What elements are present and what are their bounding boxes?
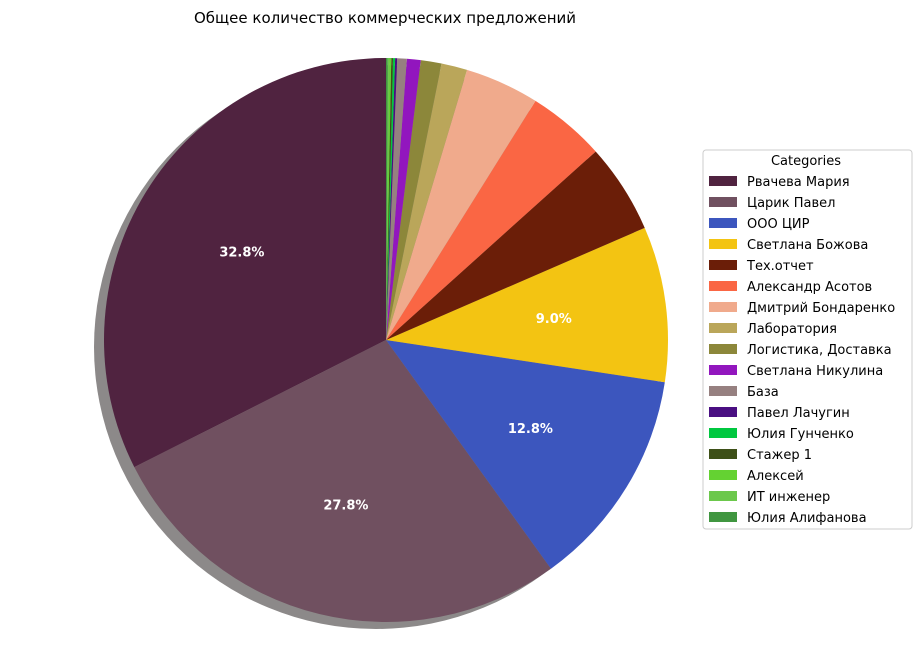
legend-label: Юлия Гунченко bbox=[747, 427, 854, 442]
legend-swatch bbox=[709, 218, 737, 228]
legend-swatch bbox=[709, 197, 737, 207]
slice-percent-label: 32.8% bbox=[219, 245, 264, 260]
pie-slice-14 bbox=[386, 58, 394, 341]
legend-swatch bbox=[709, 386, 737, 396]
slice-percent-label: 27.8% bbox=[323, 498, 368, 513]
legend-swatch bbox=[709, 407, 737, 417]
pie-slice-5 bbox=[386, 151, 645, 340]
pie-slice-9 bbox=[386, 60, 442, 341]
legend-swatch bbox=[709, 281, 737, 291]
legend-label: Логистика, Доставка bbox=[747, 343, 892, 358]
legend-swatch bbox=[709, 260, 737, 270]
legend-items: Рвачева Мария Царик Павел ООО ЦИР Светлана … bbox=[709, 175, 895, 526]
pie-labels: 32.8% 27.8% 12.8% 9.0% bbox=[219, 245, 571, 513]
pie-slice-10 bbox=[386, 58, 421, 341]
legend-swatch bbox=[709, 344, 737, 354]
pie-slice-15 bbox=[386, 58, 392, 341]
legend-label: База bbox=[747, 385, 779, 400]
legend-label: Александр Асотов bbox=[747, 280, 872, 295]
legend-swatch bbox=[709, 365, 737, 375]
legend-swatch bbox=[709, 323, 737, 333]
legend-swatch bbox=[709, 176, 737, 186]
legend-swatch bbox=[709, 512, 737, 522]
legend-label: Светлана Божова bbox=[747, 238, 868, 253]
legend-label: ИТ инженер bbox=[747, 490, 830, 505]
legend-frame bbox=[702, 149, 913, 530]
legend-swatch bbox=[709, 428, 737, 438]
pie-slice-6 bbox=[386, 100, 596, 340]
chart-title: Общее количество коммерческих предложени… bbox=[194, 9, 576, 27]
legend-label: Дмитрий Бондаренко bbox=[747, 301, 895, 316]
pie-slice-8 bbox=[386, 63, 468, 341]
legend-title: Categories bbox=[771, 154, 841, 169]
pie-slice-2 bbox=[134, 340, 551, 623]
legend-label: Юлия Алифанова bbox=[747, 511, 867, 526]
slice-percent-label: 9.0% bbox=[536, 312, 572, 327]
slice-percent-label: 12.8% bbox=[508, 422, 553, 437]
legend-label: ООО ЦИР bbox=[747, 217, 810, 232]
legend-label: Стажер 1 bbox=[747, 448, 812, 463]
legend-swatch bbox=[709, 491, 737, 501]
legend-label: Лаборатория bbox=[747, 322, 837, 337]
pie-slice-12 bbox=[386, 58, 398, 341]
legend-label: Павел Лачугин bbox=[747, 406, 850, 421]
legend-swatch bbox=[709, 449, 737, 459]
pie-slice-4 bbox=[386, 227, 668, 383]
pie-slice-3 bbox=[386, 340, 665, 569]
legend-swatch bbox=[709, 239, 737, 249]
legend-label: Алексей bbox=[747, 469, 804, 484]
pie-slice-17 bbox=[386, 58, 388, 340]
legend-label: Светлана Никулина bbox=[747, 364, 883, 379]
pie-slice-11 bbox=[386, 58, 407, 340]
pie-slice-7 bbox=[386, 69, 536, 341]
legend-label: Царик Павел bbox=[747, 196, 835, 211]
legend: Categories Рвачева Мария Царик Павел ООО Ц… bbox=[702, 149, 913, 530]
pie-slice-16 bbox=[386, 58, 390, 340]
legend-swatch bbox=[709, 302, 737, 312]
legend-swatch bbox=[709, 470, 737, 480]
pie-slice-1 bbox=[104, 58, 386, 468]
pie-slice-13 bbox=[386, 58, 396, 341]
legend-label: Рвачева Мария bbox=[747, 175, 850, 190]
pie-slices bbox=[104, 58, 668, 623]
legend-label: Тех.отчет bbox=[746, 259, 814, 274]
